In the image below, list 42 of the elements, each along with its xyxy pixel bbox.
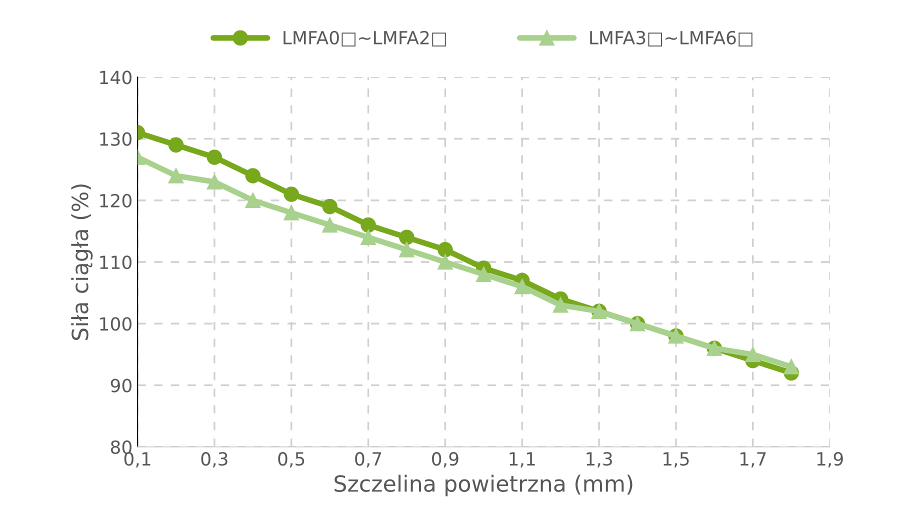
x-axis-title: Szczelina powietrzna (mm) <box>334 474 632 496</box>
x-tick-label: 1,7 <box>740 452 766 468</box>
point <box>360 217 376 233</box>
x-tick-label: 1,9 <box>817 452 843 468</box>
x-tick-label: 0,1 <box>124 452 150 468</box>
point <box>438 254 453 270</box>
y-tick-label: 130 <box>100 132 132 146</box>
point <box>360 230 376 245</box>
point <box>245 168 261 184</box>
point <box>399 242 414 258</box>
point <box>245 192 261 208</box>
y-tick-label: 100 <box>100 317 132 331</box>
x-tick-label: 0,5 <box>278 452 304 468</box>
x-tick-label: 1,1 <box>510 452 535 468</box>
point <box>284 186 300 202</box>
x-tick-label: 0,7 <box>355 452 382 468</box>
x-tick-label: 0,9 <box>432 452 458 468</box>
point <box>745 346 760 362</box>
point <box>168 137 184 153</box>
y-tick-label: 140 <box>100 70 132 84</box>
legend-label: LMFA0□~LMFA2□ <box>284 30 446 46</box>
x-tick-label: 1,5 <box>664 452 689 468</box>
point <box>784 359 799 374</box>
point <box>552 298 568 313</box>
y-tick-label: 80 <box>110 440 132 454</box>
point <box>322 198 338 214</box>
y-tick-label: 120 <box>100 194 132 208</box>
y-tick-label: 90 <box>110 378 132 392</box>
point <box>514 279 530 294</box>
point <box>206 150 222 165</box>
point <box>206 174 222 190</box>
point <box>399 230 414 245</box>
point <box>168 168 184 184</box>
x-tick-label: 1,3 <box>586 452 612 468</box>
y-axis-title: Siła ciągła (%) <box>71 184 93 340</box>
y-tick-label: 110 <box>100 255 132 270</box>
point <box>476 266 492 282</box>
point <box>438 242 453 258</box>
legend-label: LMFA3□~LMFA6□ <box>590 30 752 46</box>
point <box>322 217 338 233</box>
x-tick-label: 0,3 <box>201 452 228 468</box>
point <box>284 205 300 220</box>
